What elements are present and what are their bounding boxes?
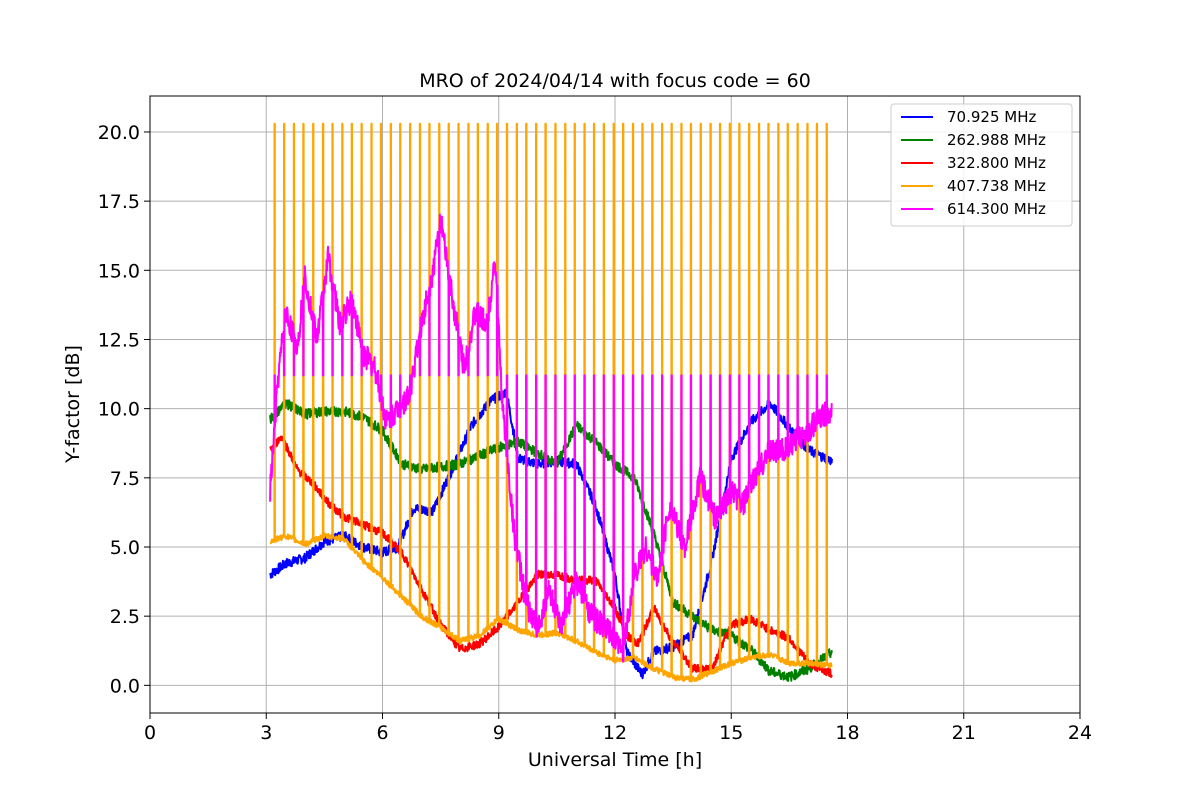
y-axis-label: Y-factor [dB] [62,345,84,464]
x-tick-label: 3 [260,722,272,744]
x-tick-label: 0 [144,722,156,744]
chart-title: MRO of 2024/04/14 with focus code = 60 [419,70,811,92]
x-tick-label: 6 [376,722,388,744]
y-tick-label: 12.5 [98,329,140,351]
x-tick-label: 9 [493,722,505,744]
x-tick-label: 12 [603,722,627,744]
x-tick-label: 18 [835,722,859,744]
legend-entry-label: 614.300 MHz [947,200,1046,218]
tick-layer: 0 3 6 9 12 15 18 21 24 0.0 2.5 5.0 7.5 10.0 12.5 15.0 17… [98,122,1092,744]
series-line [269,122,833,683]
y-tick-label: 0.0 [110,675,140,697]
y-tick-label: 5.0 [110,537,140,559]
y-tick-label: 2.5 [110,606,140,628]
y-tick-label: 17.5 [98,191,140,213]
y-tick-label: 7.5 [110,468,140,490]
grid-layer [149,96,1081,713]
y-tick-label: 20.0 [98,122,140,144]
legend-box [890,103,1073,227]
series-line [269,213,833,663]
data-layer [269,122,833,683]
legend-entry-label: 262.988 MHz [947,131,1046,149]
legend-entry-label: 322.800 MHz [947,154,1046,172]
legend-entry-label: 407.738 MHz [947,177,1046,195]
y-tick-label: 15.0 [98,260,140,282]
x-axis-label: Universal Time [h] [528,749,702,771]
x-tick-label: 24 [1068,722,1092,744]
y-tick-label: 10.0 [98,399,140,421]
legend: 70.925 MHz 262.988 MHz 322.800 MHz 407.738 … [890,103,1073,227]
x-tick-label: 15 [719,722,743,744]
legend-entry-label: 70.925 MHz [947,108,1036,126]
series-line [269,435,833,678]
x-tick-label: 21 [952,722,976,744]
